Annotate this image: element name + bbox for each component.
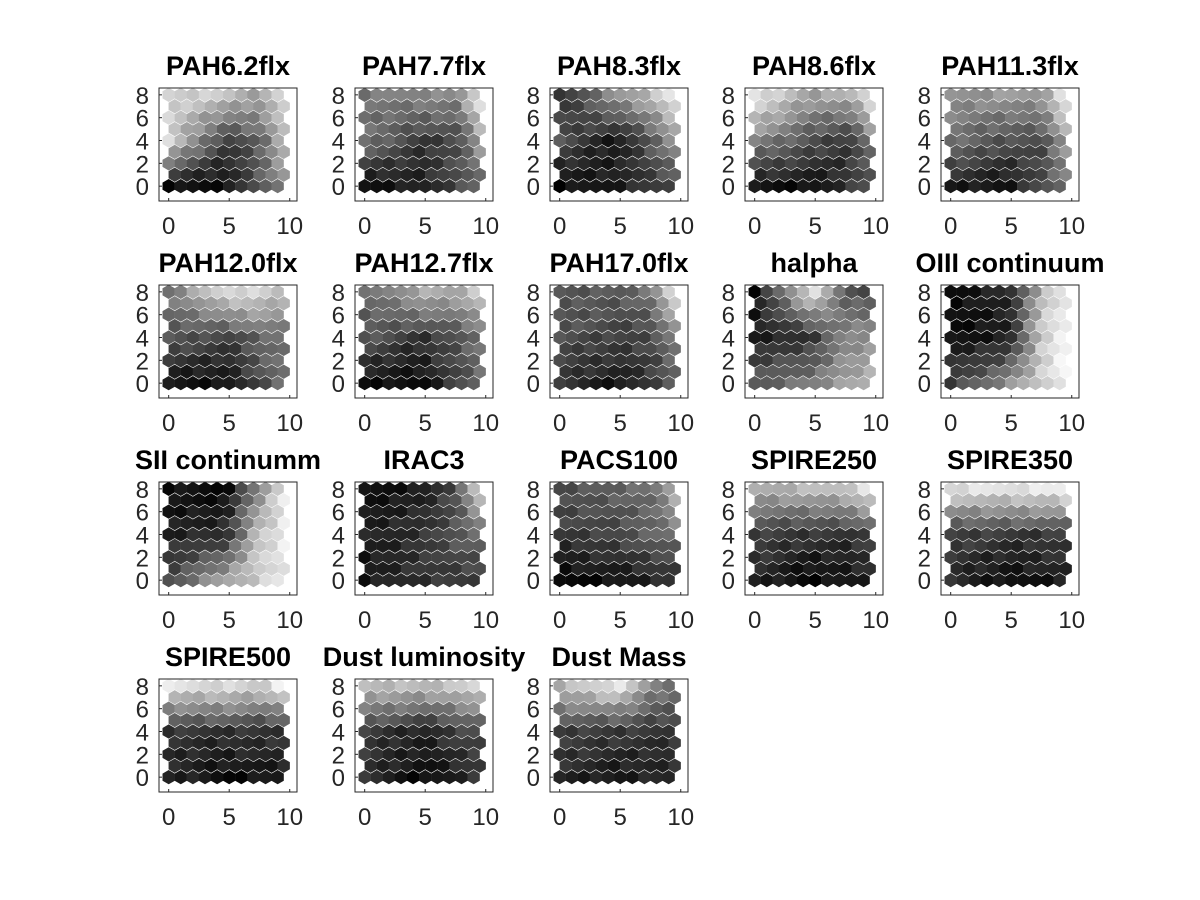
x-tick-label: 0	[553, 804, 566, 831]
x-tick-label: 0	[944, 213, 957, 240]
panel-title: PAH12.0flx	[158, 248, 297, 278]
x-tick-label: 0	[162, 607, 175, 634]
x-tick-label: 0	[358, 607, 371, 634]
panel-title: SPIRE500	[165, 642, 291, 672]
x-tick-label: 5	[419, 804, 432, 831]
y-tick-label: 8	[136, 477, 149, 504]
x-tick-label: 5	[614, 213, 627, 240]
x-tick-label: 10	[1058, 213, 1085, 240]
panel-title: SPIRE350	[947, 445, 1073, 475]
x-tick-label: 10	[472, 804, 499, 831]
x-tick-label: 0	[748, 410, 761, 437]
x-tick-label: 10	[1058, 410, 1085, 437]
x-tick-label: 5	[419, 213, 432, 240]
x-tick-label: 10	[276, 607, 303, 634]
panel-title: PAH7.7flx	[362, 51, 486, 81]
x-tick-label: 5	[223, 213, 236, 240]
y-tick-label: 8	[722, 477, 735, 504]
x-tick-label: 0	[748, 607, 761, 634]
y-tick-label: 8	[332, 280, 345, 307]
y-tick-label: 8	[136, 674, 149, 701]
x-tick-label: 5	[223, 804, 236, 831]
x-tick-label: 0	[553, 213, 566, 240]
x-tick-label: 5	[419, 410, 432, 437]
panel-title: SPIRE250	[751, 445, 877, 475]
x-tick-label: 5	[1005, 213, 1018, 240]
x-tick-label: 5	[223, 410, 236, 437]
y-tick-label: 8	[722, 280, 735, 307]
y-tick-label: 8	[527, 674, 540, 701]
x-tick-label: 10	[1058, 607, 1085, 634]
x-tick-label: 10	[667, 607, 694, 634]
x-tick-label: 5	[614, 410, 627, 437]
panel-title: PAH11.3flx	[941, 51, 1079, 81]
x-tick-label: 10	[862, 607, 889, 634]
panel-title: PACS100	[560, 445, 678, 475]
x-tick-label: 0	[748, 213, 761, 240]
y-tick-label: 8	[332, 674, 345, 701]
y-tick-label: 8	[332, 83, 345, 110]
panel-title: Dust Mass	[551, 642, 686, 672]
x-tick-label: 10	[276, 213, 303, 240]
x-tick-label: 0	[162, 410, 175, 437]
x-tick-label: 10	[667, 213, 694, 240]
x-tick-label: 0	[553, 410, 566, 437]
x-tick-label: 5	[419, 607, 432, 634]
x-tick-label: 5	[809, 213, 822, 240]
panel-title: PAH12.7flx	[354, 248, 493, 278]
y-tick-label: 8	[918, 280, 931, 307]
x-tick-label: 10	[667, 804, 694, 831]
y-tick-label: 8	[918, 477, 931, 504]
x-tick-label: 0	[944, 410, 957, 437]
panel-title: OIII continuum	[916, 248, 1105, 278]
x-tick-label: 10	[862, 213, 889, 240]
panel-title: PAH17.0flx	[549, 248, 688, 278]
x-tick-label: 0	[162, 213, 175, 240]
y-tick-label: 8	[722, 83, 735, 110]
x-tick-label: 5	[809, 607, 822, 634]
x-tick-label: 10	[667, 410, 694, 437]
x-tick-label: 5	[1005, 410, 1018, 437]
x-tick-label: 5	[614, 607, 627, 634]
x-tick-label: 5	[614, 804, 627, 831]
panel-title: Dust luminosity	[323, 642, 526, 672]
y-tick-label: 8	[136, 83, 149, 110]
y-tick-label: 8	[527, 83, 540, 110]
x-tick-label: 10	[472, 607, 499, 634]
y-tick-label: 8	[527, 477, 540, 504]
x-tick-label: 0	[358, 410, 371, 437]
y-tick-label: 8	[136, 280, 149, 307]
x-tick-label: 5	[223, 607, 236, 634]
x-tick-label: 10	[472, 410, 499, 437]
panel-title: halpha	[770, 248, 858, 278]
panel-title: PAH8.6flx	[752, 51, 876, 81]
panel-title: PAH6.2flx	[166, 51, 290, 81]
x-tick-label: 10	[276, 804, 303, 831]
panel-title: SII continumm	[135, 445, 321, 475]
panel-title: IRAC3	[383, 445, 464, 475]
x-tick-label: 0	[944, 607, 957, 634]
y-tick-label: 8	[527, 280, 540, 307]
x-tick-label: 5	[1005, 607, 1018, 634]
y-tick-label: 8	[918, 83, 931, 110]
x-tick-label: 10	[862, 410, 889, 437]
x-tick-label: 10	[472, 213, 499, 240]
x-tick-label: 0	[162, 804, 175, 831]
panel-title: PAH8.3flx	[557, 51, 681, 81]
y-tick-label: 8	[332, 477, 345, 504]
x-tick-label: 5	[809, 410, 822, 437]
x-tick-label: 0	[358, 804, 371, 831]
x-tick-label: 10	[276, 410, 303, 437]
x-tick-label: 0	[358, 213, 371, 240]
x-tick-label: 0	[553, 607, 566, 634]
